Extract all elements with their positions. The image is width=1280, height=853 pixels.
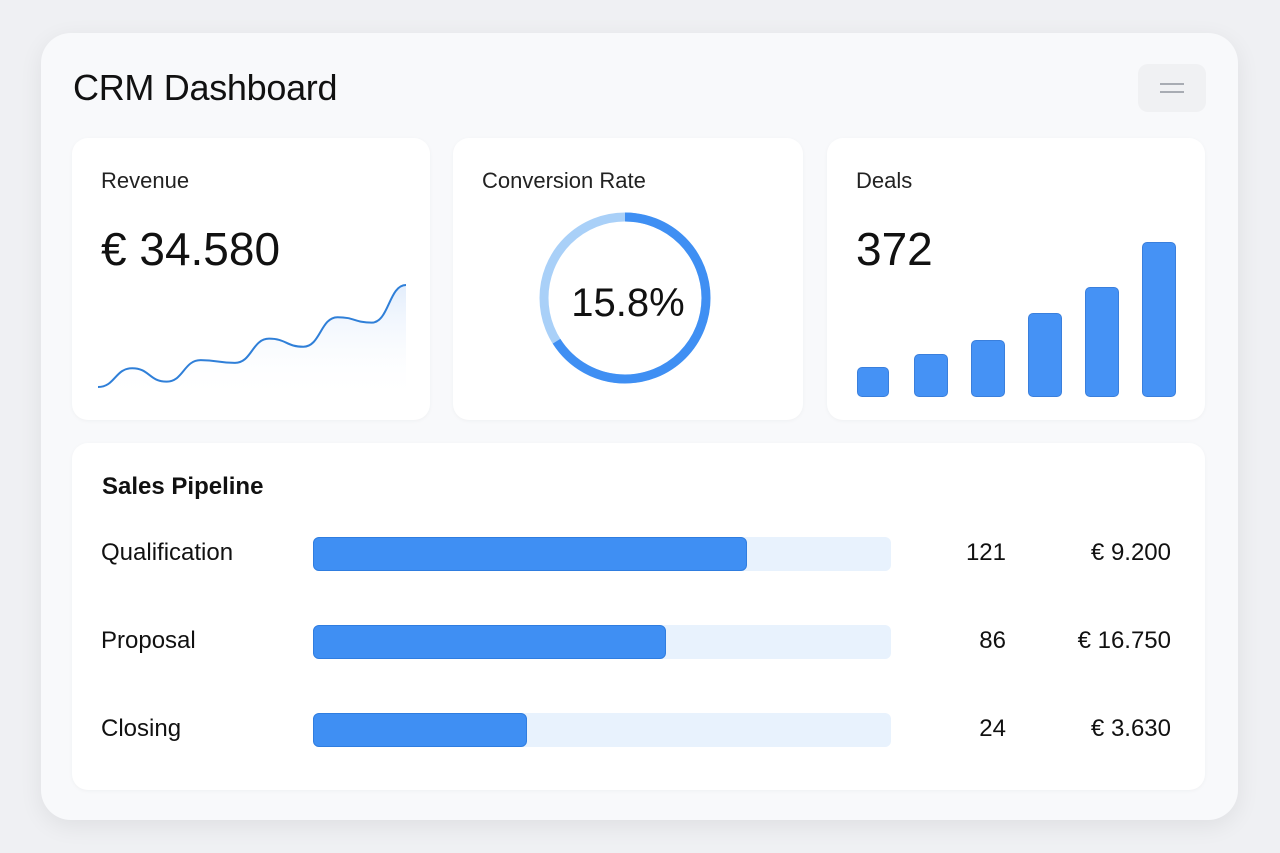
pipeline-row: Qualification 121 € 9.200 bbox=[72, 537, 1205, 573]
deal-amount: € 3.630 bbox=[1090, 715, 1171, 742]
sparkline-area bbox=[98, 285, 406, 400]
menu-button[interactable] bbox=[1138, 64, 1206, 112]
deal-bar bbox=[1142, 242, 1176, 397]
deal-count: 121 bbox=[965, 539, 1006, 566]
conversion-value: 15.8% bbox=[571, 281, 685, 325]
stage-name: Qualification bbox=[101, 539, 234, 566]
pipeline-row: Closing 24 € 3.630 bbox=[72, 713, 1205, 749]
ring-fill bbox=[539, 212, 711, 384]
deal-bar bbox=[971, 340, 1005, 397]
deal-amount: € 16.750 bbox=[1077, 627, 1171, 654]
stage-name: Proposal bbox=[101, 627, 196, 654]
deal-bar bbox=[1085, 287, 1119, 397]
sparkline-line bbox=[97, 284, 407, 388]
deal-bar bbox=[857, 367, 889, 397]
deals-card: Deals 372 bbox=[827, 138, 1205, 420]
deal-amount: € 9.200 bbox=[1090, 539, 1171, 566]
progress-track bbox=[313, 537, 891, 571]
revenue-card: Revenue € 34.580 bbox=[72, 138, 430, 420]
dashboard-window: CRM Dashboard Revenue € 34.580 Conversio… bbox=[41, 33, 1238, 820]
menu-icon bbox=[1160, 83, 1184, 85]
deals-value: 372 bbox=[856, 223, 933, 275]
progress-fill bbox=[313, 713, 527, 747]
conversion-label: Conversion Rate bbox=[482, 168, 646, 193]
revenue-label: Revenue bbox=[101, 168, 190, 193]
deal-bar bbox=[914, 354, 948, 397]
pipeline-row: Proposal 86 € 16.750 bbox=[72, 625, 1205, 661]
menu-icon-line bbox=[1160, 91, 1184, 93]
revenue-value: € 34.580 bbox=[101, 223, 281, 275]
deals-label: Deals bbox=[856, 168, 913, 193]
sales-pipeline-card: Sales Pipeline Qualification 121 € 9.200… bbox=[72, 443, 1205, 790]
progress-fill bbox=[313, 625, 666, 659]
deal-count: 86 bbox=[979, 627, 1006, 654]
revenue-sparkline bbox=[97, 284, 407, 400]
deal-bar bbox=[1028, 313, 1062, 397]
progress-fill bbox=[313, 537, 747, 571]
page-title: CRM Dashboard bbox=[73, 67, 338, 108]
conversion-card: Conversion Rate 15.8% bbox=[453, 138, 803, 420]
progress-track bbox=[313, 713, 891, 747]
conversion-ring bbox=[539, 212, 711, 384]
deal-count: 24 bbox=[979, 715, 1006, 742]
progress-track bbox=[313, 625, 891, 659]
pipeline-title: Sales Pipeline bbox=[102, 473, 264, 500]
stage-name: Closing bbox=[101, 715, 182, 742]
